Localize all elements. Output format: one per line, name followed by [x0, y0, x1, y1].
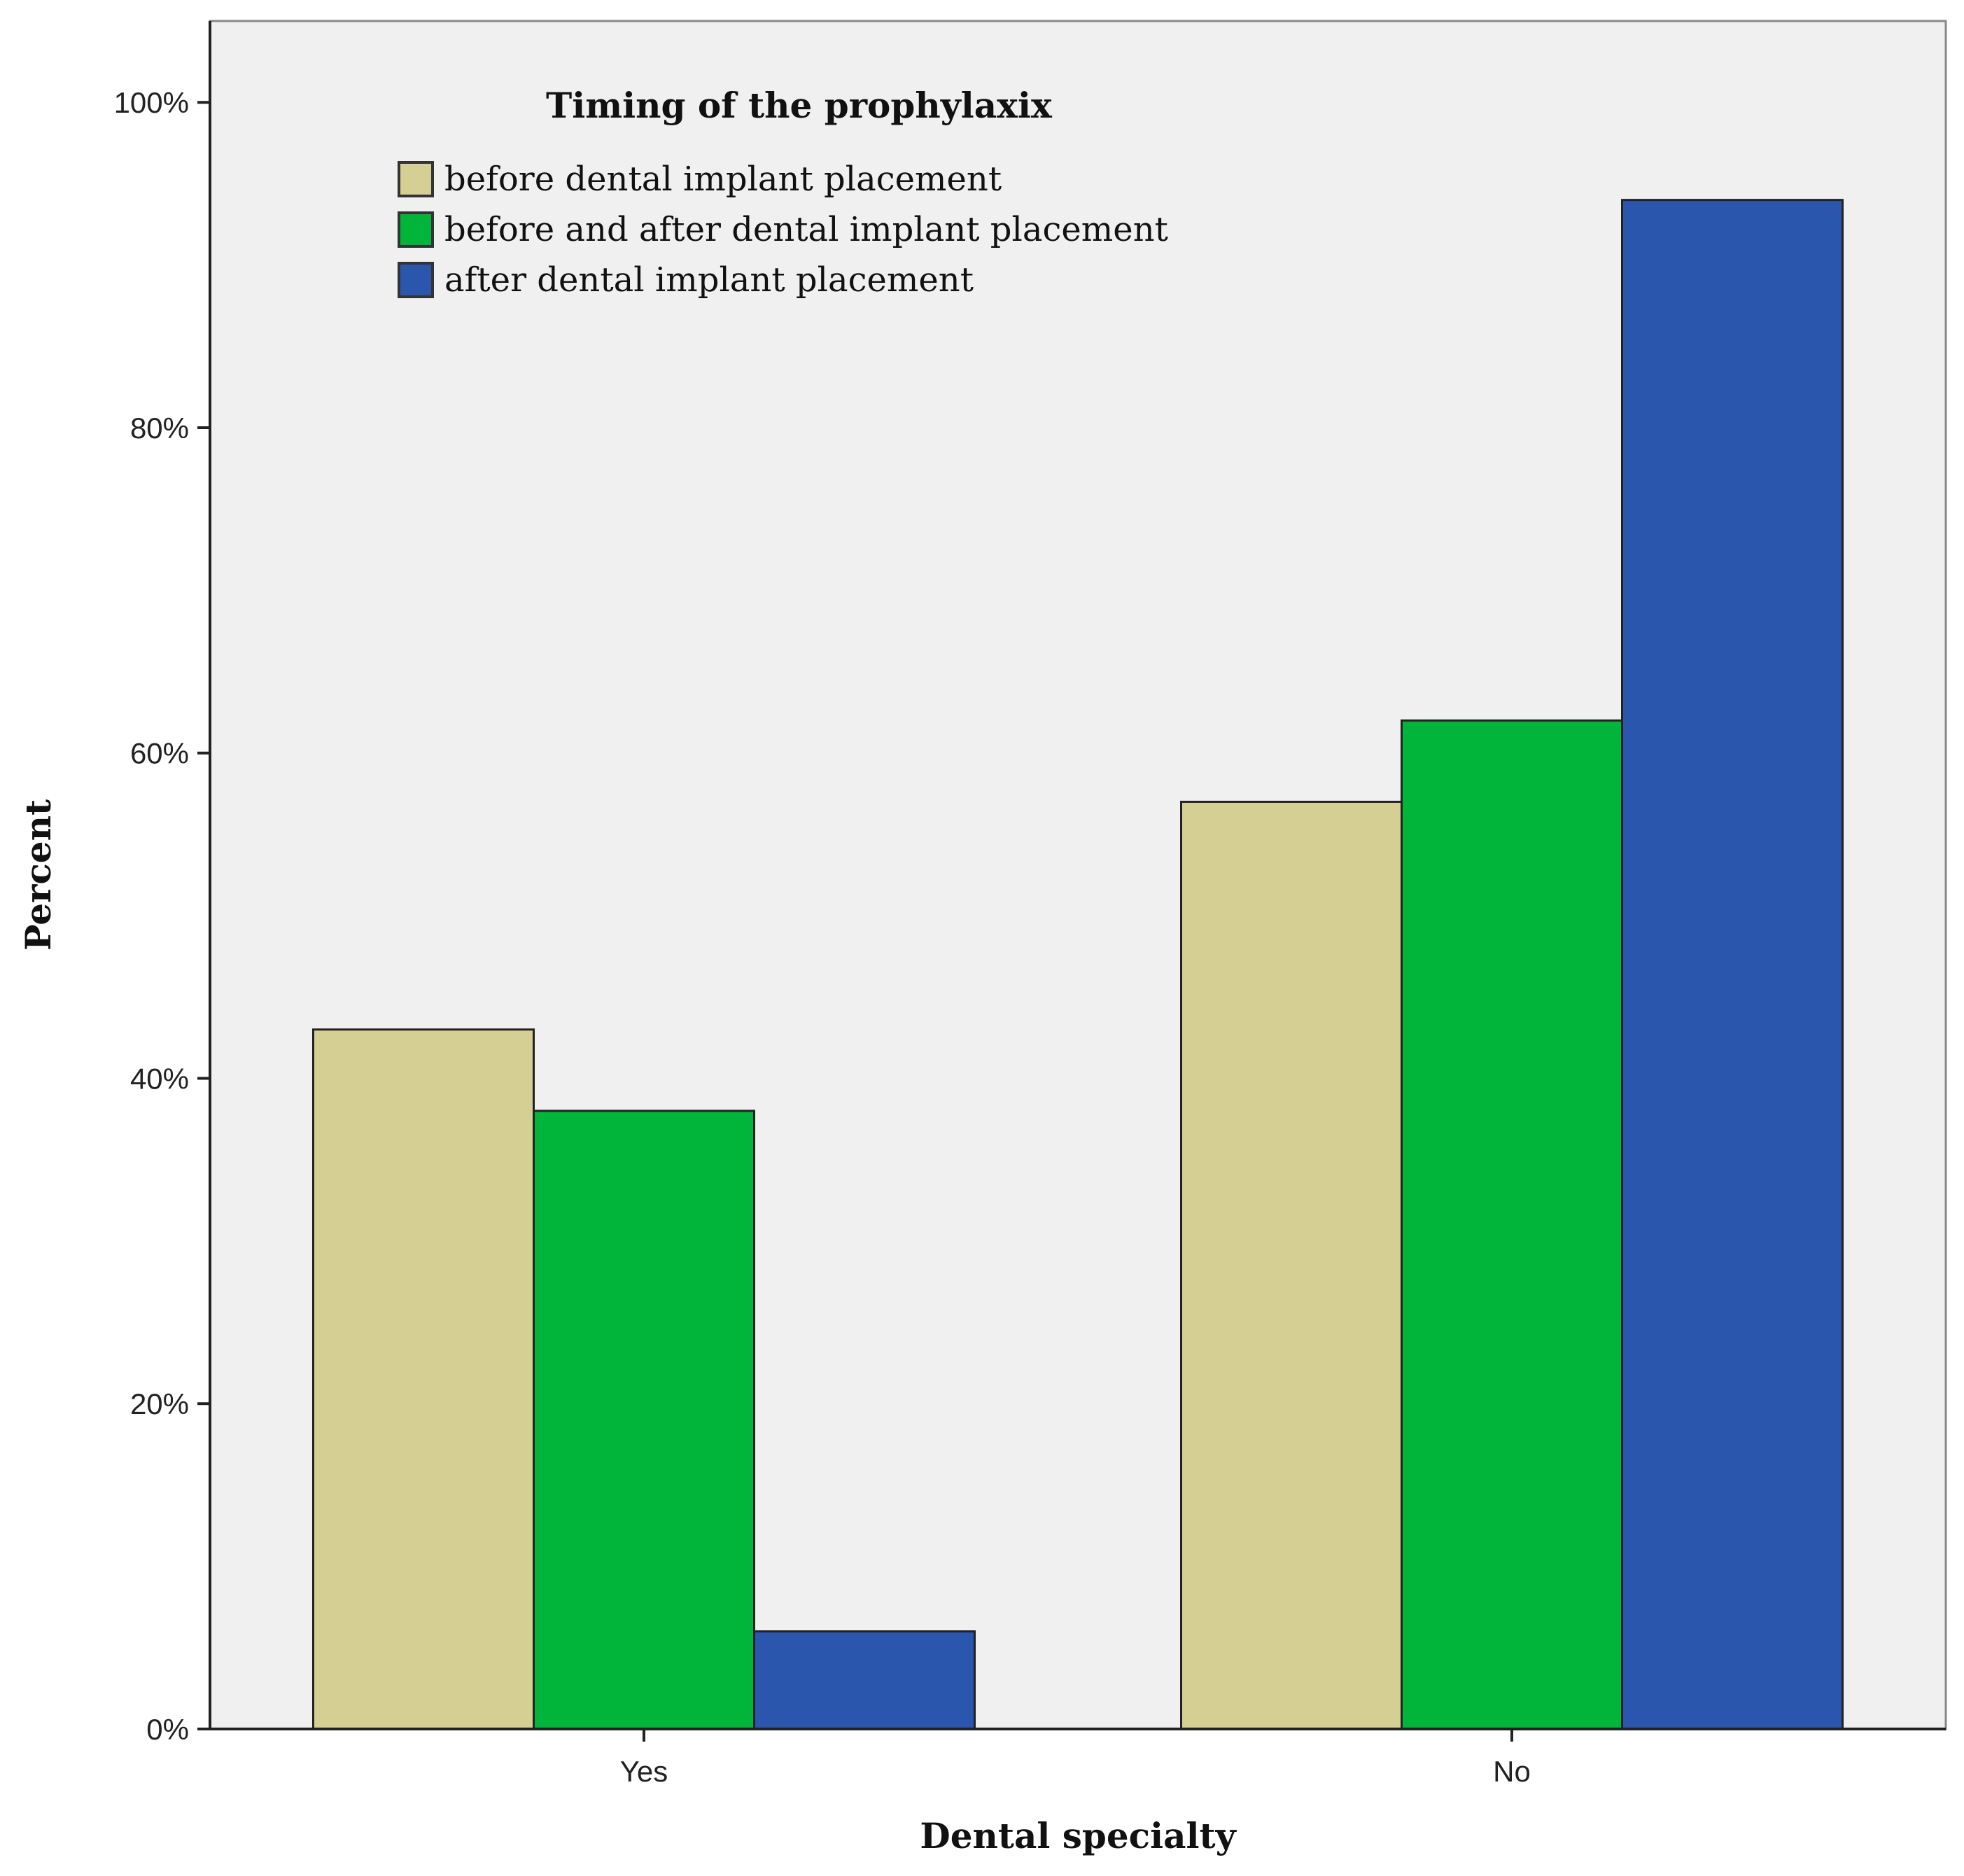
y-tick-label: 100%: [114, 86, 189, 119]
bar-no-series-2: [1401, 719, 1623, 1730]
bars-group: [312, 199, 1844, 1730]
x-axis-title: Dental specialty: [920, 1815, 1237, 1856]
legend-swatch-3: [398, 262, 434, 298]
legend-title: Timing of the prophylaxix: [546, 85, 1053, 126]
y-tick-label: 0%: [146, 1713, 189, 1746]
y-axis-title: Percent: [17, 799, 59, 951]
legend-swatch-2: [398, 211, 434, 248]
y-tick-label: 80%: [130, 412, 189, 444]
y-tick-label: 40%: [130, 1062, 189, 1095]
x-tick-labels: Yes No: [620, 1729, 1531, 1788]
bar-no-series-3: [1621, 199, 1844, 1730]
bar-no-series-1: [1180, 800, 1403, 1730]
legend-label-3: after dental implant placement: [444, 260, 974, 300]
bar-yes-series-1: [312, 1028, 535, 1730]
y-axis: 0% 20% 40% 60% 80% 100%: [114, 21, 211, 1746]
bar-yes-series-3: [753, 1630, 976, 1730]
y-tick-label: 60%: [130, 737, 189, 770]
x-tick-label-yes: Yes: [620, 1755, 668, 1788]
x-tick-label-no: No: [1493, 1755, 1531, 1788]
legend: Timing of the prophylaxix before dental …: [398, 85, 1168, 300]
bar-yes-series-2: [533, 1110, 755, 1730]
legend-swatch-1: [398, 161, 434, 197]
y-tick-label: 20%: [130, 1387, 189, 1420]
legend-label-1: before dental implant placement: [444, 160, 1002, 199]
legend-label-2: before and after dental implant placemen…: [444, 210, 1168, 249]
